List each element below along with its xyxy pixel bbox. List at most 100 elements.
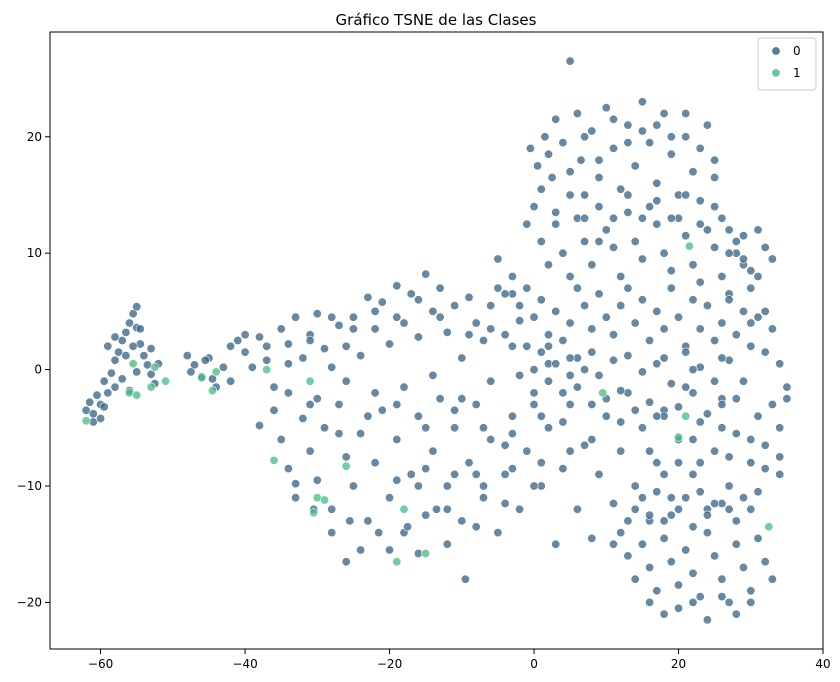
scatter-point-class-0 [478, 335, 488, 345]
scatter-point-class-0 [760, 464, 770, 474]
scatter-point-class-0 [442, 504, 452, 514]
scatter-point-class-0 [724, 597, 734, 607]
scatter-point-class-0 [399, 318, 409, 328]
scatter-point-class-0 [702, 225, 712, 235]
scatter-point-class-0 [413, 295, 423, 305]
scatter-point-class-0 [312, 475, 322, 485]
scatter-point-class-0 [240, 330, 250, 340]
scatter-point-class-0 [327, 504, 337, 514]
scatter-point-class-1 [81, 416, 91, 426]
scatter-point-class-0 [298, 413, 308, 423]
scatter-point-class-0 [356, 429, 366, 439]
scatter-point-class-0 [673, 603, 683, 613]
scatter-point-class-0 [543, 341, 553, 351]
scatter-point-class-0 [103, 388, 113, 398]
scatter-point-class-0 [637, 213, 647, 223]
scatter-point-class-0 [710, 242, 720, 252]
scatter-point-class-0 [724, 481, 734, 491]
scatter-point-class-0 [767, 324, 777, 334]
y-tick-label: 20 [27, 130, 42, 144]
scatter-point-class-0 [623, 351, 633, 361]
scatter-point-class-0 [298, 353, 308, 363]
scatter-point-class-0 [753, 533, 763, 543]
scatter-point-class-0 [565, 353, 575, 363]
scatter-point-class-0 [529, 312, 539, 322]
scatter-point-class-0 [601, 103, 611, 113]
scatter-point-class-0 [695, 324, 705, 334]
scatter-point-class-0 [457, 394, 467, 404]
scatter-point-class-0 [688, 167, 698, 177]
scatter-point-class-0 [710, 446, 720, 456]
scatter-point-class-0 [630, 237, 640, 247]
scatter-point-class-0 [630, 405, 640, 415]
scatter-point-class-0 [558, 248, 568, 258]
scatter-point-class-0 [659, 469, 669, 479]
scatter-point-class-0 [471, 399, 481, 409]
scatter-point-class-0 [731, 394, 741, 404]
scatter-point-class-0 [421, 269, 431, 279]
scatter-point-class-0 [507, 429, 517, 439]
scatter-point-class-1 [673, 432, 683, 442]
scatter-point-class-0 [666, 510, 676, 520]
scatter-point-class-0 [594, 289, 604, 299]
scatter-point-class-0 [724, 248, 734, 258]
scatter-point-class-0 [608, 242, 618, 252]
scatter-point-class-0 [146, 369, 156, 379]
scatter-point-class-0 [276, 324, 286, 334]
scatter-point-class-0 [283, 464, 293, 474]
scatter-point-class-0 [702, 301, 712, 311]
scatter-point-class-0 [431, 504, 441, 514]
scatter-point-class-0 [688, 388, 698, 398]
scatter-point-class-0 [616, 386, 626, 396]
scatter-point-class-0 [688, 365, 698, 375]
scatter-point-class-0 [746, 283, 756, 293]
scatter-point-class-0 [652, 359, 662, 369]
scatter-point-class-0 [760, 242, 770, 252]
scatter-point-class-0 [435, 312, 445, 322]
scatter-point-class-0 [392, 434, 402, 444]
scatter-point-class-0 [710, 335, 720, 345]
scatter-point-class-0 [580, 237, 590, 247]
scatter-point-class-0 [421, 464, 431, 474]
scatter-point-class-0 [547, 173, 557, 183]
scatter-point-class-0 [486, 434, 496, 444]
scatter-point-class-0 [413, 481, 423, 491]
scatter-point-class-0 [319, 344, 329, 354]
scatter-point-class-0 [572, 109, 582, 119]
scatter-point-class-0 [464, 292, 474, 302]
scatter-point-class-0 [500, 469, 510, 479]
scatter-point-class-0 [139, 351, 149, 361]
scatter-point-class-0 [601, 225, 611, 235]
scatter-point-class-0 [652, 586, 662, 596]
scatter-point-class-0 [601, 312, 611, 322]
scatter-point-class-0 [363, 292, 373, 302]
scatter-point-class-0 [587, 533, 597, 543]
scatter-point-class-0 [608, 330, 618, 340]
scatter-point-class-0 [334, 399, 344, 409]
scatter-point-class-0 [471, 318, 481, 328]
scatter-point-class-0 [543, 423, 553, 433]
scatter-point-class-0 [370, 324, 380, 334]
scatter-point-class-0 [478, 423, 488, 433]
scatter-point-class-1 [341, 461, 351, 471]
scatter-point-class-0 [608, 213, 618, 223]
scatter-point-class-0 [478, 493, 488, 503]
scatter-point-class-0 [384, 339, 394, 349]
scatter-point-class-0 [587, 399, 597, 409]
scatter-point-class-0 [88, 409, 98, 419]
scatter-point-class-0 [738, 231, 748, 241]
scatter-point-class-0 [421, 423, 431, 433]
scatter-point-class-0 [659, 609, 669, 619]
scatter-point-class-0 [341, 376, 351, 386]
scatter-point-class-0 [616, 417, 626, 427]
scatter-point-class-0 [522, 446, 532, 456]
scatter-point-class-0 [673, 402, 683, 412]
scatter-point-class-0 [146, 344, 156, 354]
scatter-point-class-0 [576, 155, 586, 165]
scatter-point-class-0 [572, 283, 582, 293]
scatter-point-class-0 [305, 335, 315, 345]
scatter-point-class-0 [659, 353, 669, 363]
x-tick-label: 0 [530, 657, 538, 671]
scatter-point-class-0 [500, 498, 510, 508]
scatter-point-class-0 [208, 374, 218, 384]
